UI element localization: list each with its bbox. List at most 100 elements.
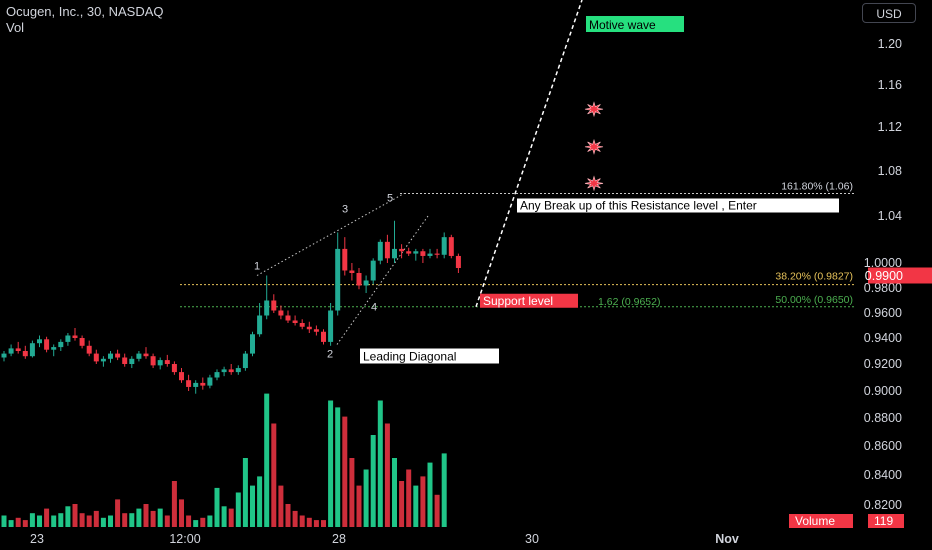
candle-body xyxy=(29,343,35,357)
candle-body xyxy=(441,237,447,255)
candle-body xyxy=(79,338,85,346)
motive-wave-label-bg xyxy=(586,16,684,32)
volume-bar xyxy=(37,515,42,527)
volume-bar xyxy=(143,504,149,527)
price-tick: 1.20 xyxy=(878,37,902,51)
time-tick: 30 xyxy=(525,532,539,546)
volume-bar xyxy=(129,513,135,527)
price-tick: 0.9600 xyxy=(864,306,902,320)
resistance-note-bg xyxy=(517,198,839,213)
candle-body xyxy=(136,353,142,359)
volume-bar xyxy=(150,510,156,527)
volume-bar xyxy=(8,520,14,527)
volume-bar xyxy=(164,515,170,527)
volume-bar xyxy=(86,515,92,527)
diagonal-upper-line xyxy=(256,193,405,276)
price-tick: 0.9200 xyxy=(864,357,902,371)
volume-bar xyxy=(406,469,412,527)
volume-bar xyxy=(306,517,312,527)
candle-body xyxy=(349,270,355,273)
volume-bar xyxy=(29,513,35,527)
volume-bar xyxy=(200,517,206,527)
candle-body xyxy=(8,348,14,354)
volume-bar xyxy=(22,520,28,527)
volume-bar xyxy=(157,508,163,527)
volume-bar xyxy=(285,504,291,527)
volume-bar xyxy=(313,520,319,527)
volume-bar xyxy=(321,520,326,527)
currency-button[interactable]: USD xyxy=(862,3,916,23)
volume-indicator-label: Vol xyxy=(6,20,25,35)
volume-bar xyxy=(108,515,113,527)
volume-bar xyxy=(44,508,50,527)
candle-body xyxy=(434,253,440,255)
volume-bars xyxy=(1,393,447,527)
candle-body xyxy=(285,315,291,321)
volume-bar xyxy=(392,458,397,527)
candle-body xyxy=(399,248,405,252)
volume-bar xyxy=(186,515,192,527)
volume-bar xyxy=(242,458,248,527)
resistance-note: Any Break up of this Resistance level , … xyxy=(517,198,839,213)
volume-badge xyxy=(789,514,853,528)
price-tick: 0.9400 xyxy=(864,331,902,345)
candle-body xyxy=(150,356,156,366)
volume-bar xyxy=(271,423,277,527)
time-tick: 23 xyxy=(30,532,44,546)
price-tick: 1.0000 xyxy=(864,256,902,270)
time-tick: 12:00 xyxy=(169,532,200,546)
candle-body xyxy=(306,326,312,330)
candle-body xyxy=(221,369,227,373)
motive-wave-line xyxy=(475,0,583,307)
volume-bar xyxy=(179,499,184,527)
volume-bar xyxy=(79,513,85,527)
price-tick: 1.08 xyxy=(878,164,902,178)
volume-bar xyxy=(193,520,199,527)
candle-body xyxy=(250,334,255,354)
volume-bar xyxy=(335,407,341,527)
volume-bar xyxy=(427,462,433,527)
drawing-overlays xyxy=(180,0,855,345)
candle-body xyxy=(200,382,206,386)
candle-body xyxy=(93,353,99,362)
support-fib-text: 1.62 (0.9652) xyxy=(598,296,660,308)
candle-body xyxy=(278,310,284,316)
wave-label-4: 4 xyxy=(371,302,377,314)
fib-161-label: 161.80% (1.06) xyxy=(781,181,853,193)
volume-bar xyxy=(58,513,64,527)
candle-body xyxy=(58,341,64,348)
candle-body xyxy=(392,248,397,259)
volume-bar xyxy=(377,400,383,527)
candle-body xyxy=(186,380,192,387)
candle-body xyxy=(44,339,50,350)
volume-bar xyxy=(413,485,419,527)
candle-body xyxy=(321,331,326,342)
candle-body xyxy=(299,323,305,327)
candle-body xyxy=(242,353,248,369)
wave-label-2: 2 xyxy=(327,349,333,361)
candle-body xyxy=(179,372,184,381)
candle-body xyxy=(313,329,319,332)
volume-bar xyxy=(51,515,57,527)
support-level-label-bg xyxy=(480,293,578,308)
candle-body xyxy=(143,353,149,357)
time-axis: 23 12:00 28 30 Nov xyxy=(30,532,739,546)
star-icon xyxy=(584,101,604,118)
candle-body xyxy=(164,360,170,364)
candle-body xyxy=(292,320,298,323)
candle-body xyxy=(65,335,71,342)
candle-body xyxy=(108,353,113,359)
volume-bar xyxy=(214,487,220,527)
candle-body xyxy=(72,335,78,338)
price-tick: 1.16 xyxy=(878,78,902,92)
volume-bar xyxy=(342,416,348,527)
diagonal-lower-line xyxy=(336,215,429,345)
candle-body xyxy=(363,280,369,286)
current-price-badge xyxy=(868,267,932,284)
volume-bar xyxy=(100,517,106,527)
volume-bar xyxy=(115,499,121,527)
volume-bar xyxy=(235,492,241,527)
candle-body xyxy=(271,300,277,311)
volume-bar xyxy=(257,476,263,527)
